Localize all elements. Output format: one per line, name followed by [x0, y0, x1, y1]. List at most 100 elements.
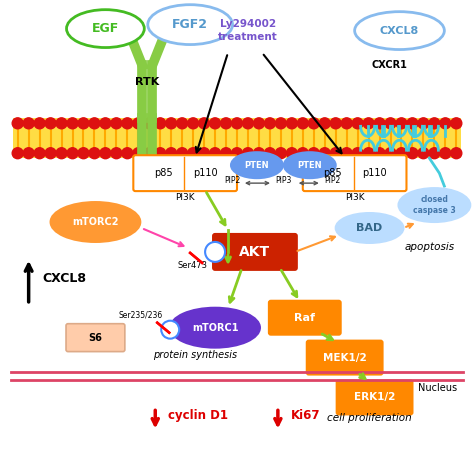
Circle shape [286, 118, 297, 129]
Circle shape [341, 148, 352, 159]
Text: Ly294002
treatment: Ly294002 treatment [218, 19, 278, 42]
Ellipse shape [170, 308, 260, 347]
Circle shape [363, 148, 374, 159]
Circle shape [144, 118, 155, 129]
Text: CXCL8: CXCL8 [380, 26, 419, 36]
Text: p110: p110 [362, 168, 387, 178]
Circle shape [275, 148, 286, 159]
Text: mTORC1: mTORC1 [192, 323, 238, 333]
Circle shape [220, 118, 231, 129]
Ellipse shape [284, 152, 336, 178]
FancyBboxPatch shape [269, 301, 341, 335]
Text: apoptosis: apoptosis [404, 242, 455, 252]
Text: S6: S6 [89, 333, 102, 342]
Circle shape [144, 148, 155, 159]
Circle shape [243, 148, 254, 159]
Circle shape [133, 148, 144, 159]
Text: EGF: EGF [92, 22, 119, 35]
Circle shape [12, 118, 23, 129]
Circle shape [275, 118, 286, 129]
Text: PTEN: PTEN [298, 161, 322, 170]
FancyBboxPatch shape [307, 341, 383, 374]
Circle shape [34, 118, 45, 129]
Circle shape [155, 148, 166, 159]
Text: cyclin D1: cyclin D1 [168, 410, 228, 423]
Circle shape [78, 148, 89, 159]
Circle shape [210, 148, 220, 159]
Circle shape [341, 118, 352, 129]
Text: PTEN: PTEN [245, 161, 269, 170]
Circle shape [100, 118, 111, 129]
Text: Ser235/236: Ser235/236 [118, 310, 163, 320]
Ellipse shape [336, 213, 403, 243]
Circle shape [199, 118, 210, 129]
Circle shape [330, 148, 341, 159]
Circle shape [297, 118, 308, 129]
Circle shape [451, 118, 462, 129]
Ellipse shape [399, 188, 470, 222]
FancyBboxPatch shape [66, 324, 125, 351]
Circle shape [330, 118, 341, 129]
Circle shape [67, 118, 78, 129]
Text: Ser473: Ser473 [177, 261, 207, 270]
Circle shape [297, 148, 308, 159]
Circle shape [231, 118, 243, 129]
Circle shape [243, 118, 254, 129]
Circle shape [385, 148, 396, 159]
Circle shape [451, 148, 462, 159]
Circle shape [78, 118, 89, 129]
Text: PIP2: PIP2 [224, 176, 240, 185]
Circle shape [264, 118, 275, 129]
Circle shape [440, 118, 451, 129]
Circle shape [264, 148, 275, 159]
Circle shape [45, 118, 56, 129]
Circle shape [286, 148, 297, 159]
Circle shape [34, 148, 45, 159]
Text: CXCL8: CXCL8 [43, 272, 87, 285]
Circle shape [199, 148, 210, 159]
Text: p85: p85 [323, 168, 342, 178]
Circle shape [407, 118, 418, 129]
Text: p110: p110 [193, 168, 218, 178]
Circle shape [308, 118, 319, 129]
Text: protein synthesis: protein synthesis [153, 350, 237, 360]
Circle shape [440, 148, 451, 159]
Circle shape [133, 118, 144, 129]
Circle shape [188, 148, 199, 159]
Circle shape [166, 148, 177, 159]
Text: mTORC2: mTORC2 [72, 217, 118, 227]
Circle shape [429, 148, 440, 159]
Circle shape [177, 148, 188, 159]
Circle shape [205, 242, 225, 262]
Circle shape [254, 148, 264, 159]
Circle shape [396, 118, 407, 129]
Circle shape [374, 148, 385, 159]
Circle shape [254, 118, 264, 129]
Ellipse shape [231, 152, 283, 178]
Text: AKT: AKT [239, 245, 271, 259]
Circle shape [352, 148, 363, 159]
Circle shape [111, 148, 122, 159]
Text: Raf: Raf [294, 313, 315, 323]
Circle shape [89, 118, 100, 129]
Ellipse shape [355, 12, 444, 50]
Circle shape [111, 118, 122, 129]
Circle shape [161, 321, 179, 339]
Circle shape [12, 148, 23, 159]
Text: CXCR1: CXCR1 [372, 60, 408, 71]
Bar [13, 118, 461, 158]
Circle shape [23, 118, 34, 129]
Text: PIP2: PIP2 [325, 176, 341, 185]
Circle shape [220, 148, 231, 159]
Circle shape [100, 148, 111, 159]
Text: MEK1/2: MEK1/2 [323, 353, 366, 363]
Text: BAD: BAD [356, 223, 383, 233]
Text: PI3K: PI3K [345, 193, 365, 202]
Circle shape [177, 118, 188, 129]
Circle shape [319, 118, 330, 129]
Circle shape [231, 148, 243, 159]
Circle shape [374, 118, 385, 129]
Circle shape [166, 118, 177, 129]
Ellipse shape [51, 202, 140, 242]
Text: PI3K: PI3K [175, 193, 195, 202]
